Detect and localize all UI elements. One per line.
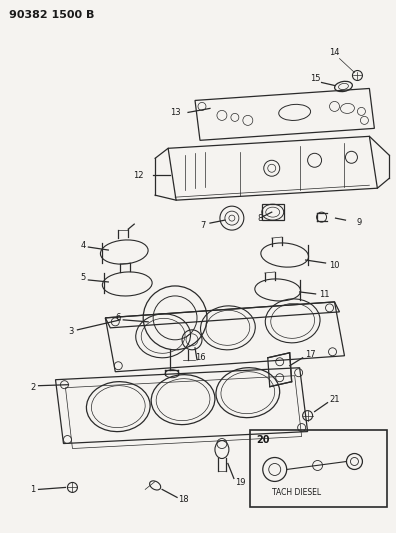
- Text: 18: 18: [178, 495, 189, 504]
- Text: 11: 11: [320, 290, 330, 300]
- Text: 1: 1: [30, 485, 36, 494]
- Text: 8: 8: [258, 214, 263, 223]
- Text: 3: 3: [69, 327, 74, 336]
- Bar: [262, 204, 284, 220]
- Text: 10: 10: [329, 261, 340, 270]
- Text: 17: 17: [305, 350, 315, 359]
- Text: 7: 7: [200, 221, 206, 230]
- Text: 5: 5: [80, 273, 86, 282]
- Text: 2: 2: [30, 383, 36, 392]
- Text: 19: 19: [235, 478, 246, 487]
- Text: TACH DIESEL: TACH DIESEL: [272, 488, 321, 497]
- Text: 12: 12: [133, 171, 144, 180]
- Text: 90382 1500 B: 90382 1500 B: [9, 10, 94, 20]
- Text: 21: 21: [329, 395, 340, 404]
- Text: 4: 4: [80, 240, 86, 249]
- Text: 6: 6: [115, 313, 121, 322]
- Text: 16: 16: [195, 353, 206, 362]
- Text: 9: 9: [356, 217, 362, 227]
- Text: 15: 15: [310, 74, 320, 83]
- Text: 13: 13: [170, 108, 181, 117]
- Bar: [250, 430, 387, 507]
- Text: 20: 20: [256, 434, 269, 445]
- Text: 14: 14: [329, 48, 340, 57]
